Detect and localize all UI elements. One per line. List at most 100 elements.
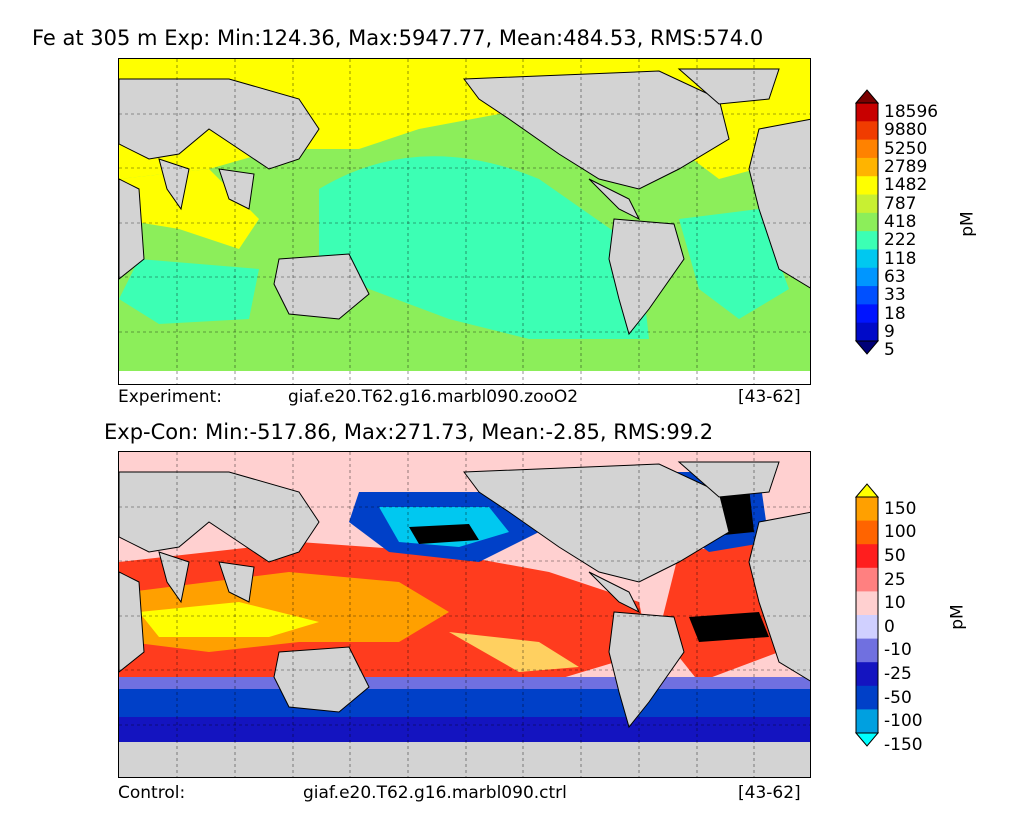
- top-colorbar-level: 2789: [884, 157, 928, 178]
- bottom-land-australia: [273, 646, 370, 713]
- bottom-eq-atl-black: [689, 612, 769, 642]
- bottom-colorbar-level: -150: [884, 734, 923, 755]
- bottom-antarctic: [119, 742, 810, 777]
- top-land-australia: [273, 253, 370, 320]
- bottom-colorbar: [854, 483, 880, 747]
- top-southern-band: [119, 339, 810, 369]
- top-land-india: [158, 158, 190, 211]
- top-colorbar-swatch: [856, 286, 878, 305]
- bottom-land-s-america: [608, 611, 685, 729]
- top-land-n-america: [463, 70, 730, 190]
- bottom-land-africa-right: [748, 511, 810, 682]
- top-colorbar-swatch: [856, 304, 878, 324]
- top-colorbar: [854, 89, 880, 355]
- bottom-colorbar-level: -25: [884, 664, 912, 684]
- top-colorbar-swatch: [856, 103, 878, 122]
- top-land-s-america: [608, 218, 685, 336]
- bottom-caption-label: Control:: [118, 783, 186, 803]
- top-indian-yellow: [119, 169, 259, 249]
- bottom-colorbar-level: 100: [884, 522, 917, 543]
- top-land-eurasia-left: [119, 78, 320, 170]
- top-map-panel: [118, 58, 811, 385]
- bottom-colorbar-level: -50: [884, 687, 912, 708]
- bottom-plot-title: Exp-Con: Min:-517.86, Max:271.73, Mean:-…: [104, 420, 714, 444]
- top-colorbar-level: 1482: [884, 175, 928, 196]
- top-colorbar-level: 418: [884, 212, 917, 232]
- top-colorbar-swatch: [856, 249, 878, 269]
- top-plot-title: Fe at 305 m Exp: Min:124.36, Max:5947.77…: [32, 26, 764, 50]
- bottom-colorbar-swatch: [856, 709, 878, 734]
- bottom-colorbar-level: -10: [884, 640, 912, 661]
- top-colorbar-swatch: [856, 267, 878, 287]
- bottom-pacific-yellow: [449, 632, 579, 672]
- bottom-caption-years: [43-62]: [738, 783, 801, 803]
- top-colorbar-level: 5250: [884, 138, 928, 159]
- top-caption-years: [43-62]: [738, 387, 801, 407]
- top-colorbar-level: 118: [884, 248, 917, 269]
- bottom-colorbar-level: 50: [884, 546, 906, 566]
- top-colorbar-swatch: [856, 322, 878, 342]
- top-map: [119, 59, 810, 384]
- bottom-colorbar-extend-min: [854, 732, 880, 747]
- top-indian-cyan: [119, 259, 259, 324]
- top-colorbar-swatch: [856, 121, 878, 141]
- top-land-africa-left: [119, 178, 145, 280]
- top-caption-label: Experiment:: [118, 387, 222, 407]
- bottom-colorbar-level: 150: [884, 498, 917, 519]
- top-colorbar-level: 222: [884, 230, 917, 251]
- bottom-southern-navy: [119, 717, 810, 742]
- bottom-land-n-america: [463, 463, 730, 583]
- top-colorbar-level: 33: [884, 285, 906, 306]
- top-colorbar-level: 18: [884, 303, 906, 324]
- top-colorbar-swatch: [856, 139, 878, 159]
- bottom-land-india: [158, 551, 190, 604]
- bottom-colorbar-swatch: [856, 685, 878, 710]
- bottom-tropical-yellow: [139, 602, 319, 637]
- top-colorbar-level: 9: [884, 321, 895, 342]
- bottom-map-panel: [118, 451, 811, 778]
- top-pacific-cyan: [319, 156, 649, 349]
- top-colorbar-swatch: [856, 157, 878, 177]
- bottom-map: [119, 452, 810, 777]
- bottom-land-eurasia-left: [119, 471, 320, 563]
- bottom-colorbar-swatch: [856, 544, 878, 569]
- bottom-colorbar-level: 0: [884, 616, 895, 637]
- top-colorbar-level: 63: [884, 266, 906, 287]
- bottom-colorbar-swatch: [856, 520, 878, 545]
- bottom-colorbar-swatch: [856, 615, 878, 640]
- top-colorbar-swatch: [856, 212, 878, 232]
- top-colorbar-extend-min: [854, 340, 880, 355]
- bottom-gridlines: [119, 452, 810, 777]
- bottom-npac-black: [409, 524, 479, 544]
- top-colorbar-level: 18596: [884, 102, 939, 123]
- top-colorbar-level: 9880: [884, 120, 928, 141]
- top-gridlines: [119, 59, 810, 384]
- top-colorbar-unit: pM: [957, 211, 978, 237]
- bottom-land-africa-left: [119, 571, 145, 673]
- top-land-se-asia: [218, 168, 255, 210]
- bottom-colorbar-swatch: [856, 638, 878, 663]
- top-antarctic-white: [119, 371, 810, 384]
- top-colorbar-swatch: [856, 231, 878, 250]
- bottom-colorbar-swatch: [856, 567, 878, 592]
- top-colorbar-swatch: [856, 176, 878, 196]
- top-caption-case: giaf.e20.T62.g16.marbl090.zooO2: [288, 387, 579, 407]
- bottom-colorbar-swatch: [856, 591, 878, 616]
- bottom-colorbar-unit: pM: [947, 604, 968, 630]
- bottom-colorbar-swatch: [856, 497, 878, 522]
- top-atlantic-cyan: [679, 209, 789, 319]
- bottom-land-se-asia: [218, 561, 255, 603]
- bottom-land-c-america: [588, 571, 641, 614]
- bottom-colorbar-level: 25: [884, 569, 906, 590]
- top-colorbar-level: 5: [884, 340, 895, 361]
- top-colorbar-level: 787: [884, 193, 917, 214]
- bottom-caption-case: giaf.e20.T62.g16.marbl090.ctrl: [303, 783, 567, 803]
- top-land-africa-right: [748, 118, 810, 289]
- bottom-colorbar-extend-max: [854, 483, 880, 498]
- top-colorbar-swatch: [856, 194, 878, 214]
- top-colorbar-extend-max: [854, 89, 880, 104]
- bottom-colorbar-swatch: [856, 662, 878, 687]
- bottom-colorbar-level: -100: [884, 711, 923, 732]
- bottom-colorbar-level: 10: [884, 593, 906, 614]
- bottom-southern-lavender: [119, 677, 810, 689]
